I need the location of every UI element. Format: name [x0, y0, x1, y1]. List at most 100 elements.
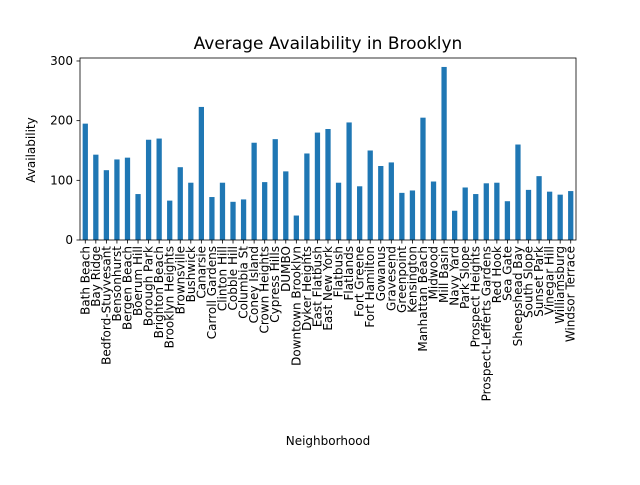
- bar: [441, 66, 447, 240]
- bar: [283, 171, 289, 240]
- bar: [177, 167, 183, 240]
- x-tick-label: Greenpoint: [395, 246, 409, 313]
- bar: [251, 142, 257, 240]
- bar: [188, 182, 194, 240]
- bar: [430, 181, 437, 240]
- x-tick-label: Bedford-Stuyvesant: [99, 246, 113, 365]
- x-tick-label: Bay Ridge: [89, 246, 103, 307]
- x-tick-label: Midwood: [427, 246, 441, 299]
- bar: [452, 210, 458, 240]
- x-tick-label: Brownsville: [173, 246, 187, 314]
- x-tick-label: Downtown Brooklyn: [289, 246, 303, 366]
- bar: [462, 187, 468, 240]
- x-tick-label: Fort Hamilton: [363, 246, 377, 328]
- x-tick-label: Fort Greene: [353, 246, 367, 317]
- bar: [209, 197, 215, 240]
- x-tick-label: Crown Heights: [258, 246, 272, 334]
- bar: [536, 176, 542, 240]
- bar: [82, 123, 88, 240]
- bar: [483, 183, 489, 240]
- x-tick-label: Coney Island: [247, 246, 261, 323]
- chart-title: Average Availability in Brooklyn: [194, 34, 463, 54]
- y-tick-label: 300: [50, 54, 73, 68]
- plot-frame: [79, 57, 577, 241]
- bar: [167, 200, 173, 240]
- x-tick-label: Red Hook: [490, 246, 504, 303]
- x-tick-label: Windsor Terrace: [564, 246, 578, 342]
- y-tick-label: 100: [50, 173, 73, 187]
- x-tick-label: Carroll Gardens: [205, 246, 219, 339]
- bar: [420, 117, 426, 240]
- x-tick-label: Bergen Beach: [120, 246, 134, 330]
- bar: [103, 170, 110, 240]
- x-tick-label: Bushwick: [184, 246, 198, 302]
- x-tick-label: South Slope: [522, 246, 536, 318]
- x-tick-label: Brighton Beach: [152, 246, 166, 338]
- bar: [304, 153, 310, 240]
- bar: [325, 129, 331, 240]
- bar: [367, 150, 373, 240]
- bar: [357, 186, 363, 240]
- x-tick-label: Dyker Heights: [300, 246, 314, 331]
- bar: [504, 201, 511, 240]
- bar: [568, 191, 574, 240]
- x-tick-label: Park Slope: [458, 246, 472, 309]
- x-tick-label: Mill Basin: [437, 246, 451, 303]
- bar: [240, 199, 247, 240]
- bar: [346, 122, 352, 240]
- x-tick-label: Cypress Hills: [268, 246, 282, 323]
- x-tick-label: Boerum Hill: [131, 246, 145, 316]
- x-tick-label: Vinegar Hill: [543, 246, 557, 315]
- bar: [494, 182, 500, 240]
- bar: [230, 201, 236, 240]
- x-tick-label: Canarsie: [194, 246, 208, 299]
- bar: [557, 194, 563, 240]
- x-tick-label: Sunset Park: [532, 246, 546, 317]
- x-tick-label: Bath Beach: [78, 246, 92, 315]
- x-tick-label: Brooklyn Heights: [163, 246, 177, 348]
- bar: [145, 139, 152, 240]
- y-ticks-group: 0 100 200 300: [50, 54, 80, 247]
- bar: [93, 154, 99, 240]
- bar: [399, 192, 405, 240]
- x-tick-label: Sea Gate: [500, 246, 514, 301]
- x-tick-label: East New York: [321, 246, 335, 331]
- bar: [262, 182, 268, 240]
- y-axis-label: Availability: [24, 117, 38, 182]
- bar: [272, 139, 278, 240]
- bar: [388, 162, 394, 240]
- x-tick-label: East Flatbush: [310, 246, 324, 327]
- x-tick-label: DUMBO: [279, 246, 293, 292]
- bar: [335, 182, 342, 240]
- bar: [473, 194, 479, 240]
- bar: [525, 189, 532, 240]
- x-tick-label: Cobble Hill: [226, 246, 240, 311]
- x-tick-label: Navy Yard: [448, 246, 462, 306]
- bar: [114, 159, 120, 240]
- x-tick-label: Borough Park: [142, 246, 156, 326]
- bar: [378, 166, 384, 240]
- x-tick-label: Flatbush: [332, 246, 346, 297]
- x-axis-label: Neighborhood: [286, 434, 371, 448]
- y-tick-label: 200: [50, 114, 73, 128]
- bar: [156, 138, 162, 240]
- x-tick-label: Flatlands: [342, 246, 356, 300]
- x-tick-label: Clinton Hill: [215, 246, 229, 311]
- bar: [198, 106, 204, 240]
- bar: [293, 215, 299, 240]
- x-tick-label: Prospect Heights: [469, 246, 483, 347]
- bar: [515, 144, 521, 240]
- bar: [124, 157, 131, 240]
- x-tick-label: Williamsburg: [553, 246, 567, 324]
- x-tick-label: Gravesend: [384, 246, 398, 311]
- x-tick-label: Bensonhurst: [110, 246, 124, 322]
- x-tick-label: Manhattan Beach: [416, 246, 430, 352]
- bar: [546, 191, 553, 240]
- x-tick-label: Prospect-Lefferts Gardens: [479, 246, 493, 401]
- x-tick-label: Gowanus: [374, 246, 388, 301]
- bar: [314, 132, 321, 240]
- x-tick-label: Columbia St: [237, 246, 251, 319]
